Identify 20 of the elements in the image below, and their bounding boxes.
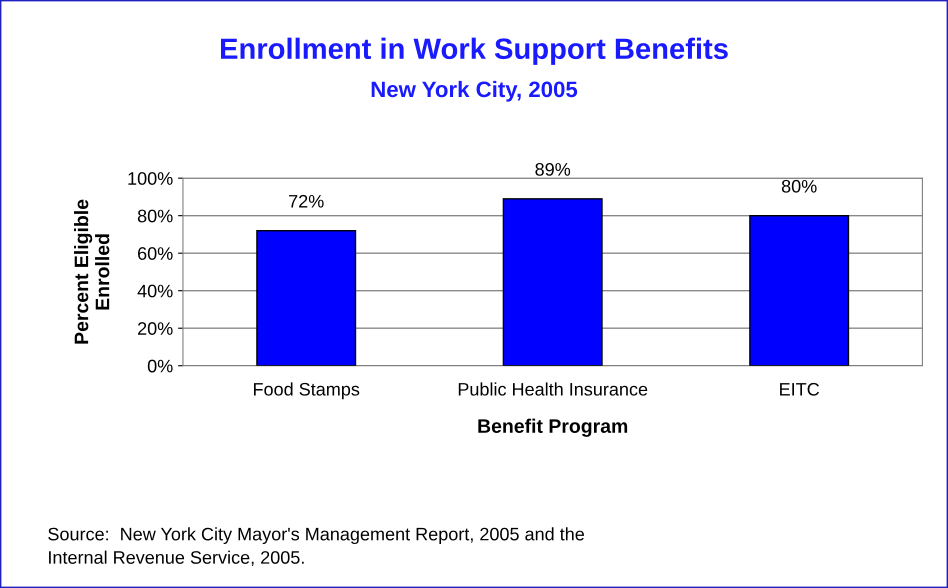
chart-title: Enrollment in Work Support Benefits bbox=[221, 38, 728, 65]
y-tick-label: 20% bbox=[138, 322, 173, 335]
data-label: 80% bbox=[782, 180, 817, 193]
y-tick-label: 80% bbox=[138, 210, 173, 222]
y-axis-title: Percent Eligible Enrolled bbox=[74, 200, 110, 344]
bar bbox=[502, 198, 603, 366]
y-tick-label: 100% bbox=[128, 172, 173, 185]
y-tick-label: 40% bbox=[138, 284, 173, 298]
x-tick-label: Public Health Insurance bbox=[458, 382, 648, 396]
chart-subtitle: New York City, 2005 bbox=[372, 80, 578, 102]
bar bbox=[749, 214, 850, 366]
bar bbox=[256, 230, 356, 366]
x-tick-label: EITC bbox=[780, 382, 820, 396]
x-tick-label: Food Stamps bbox=[254, 382, 360, 400]
data-label: 89% bbox=[535, 163, 570, 176]
x-axis-title: Benefit Program bbox=[478, 418, 628, 437]
source-note: Source: New York City Mayor's Management Report, 2005 and the Internal Revenue Service, 2005. bbox=[48, 527, 584, 566]
y-tick-label: 0% bbox=[148, 360, 173, 372]
data-label: 72% bbox=[289, 194, 324, 208]
y-tick-label: 60% bbox=[138, 247, 173, 260]
